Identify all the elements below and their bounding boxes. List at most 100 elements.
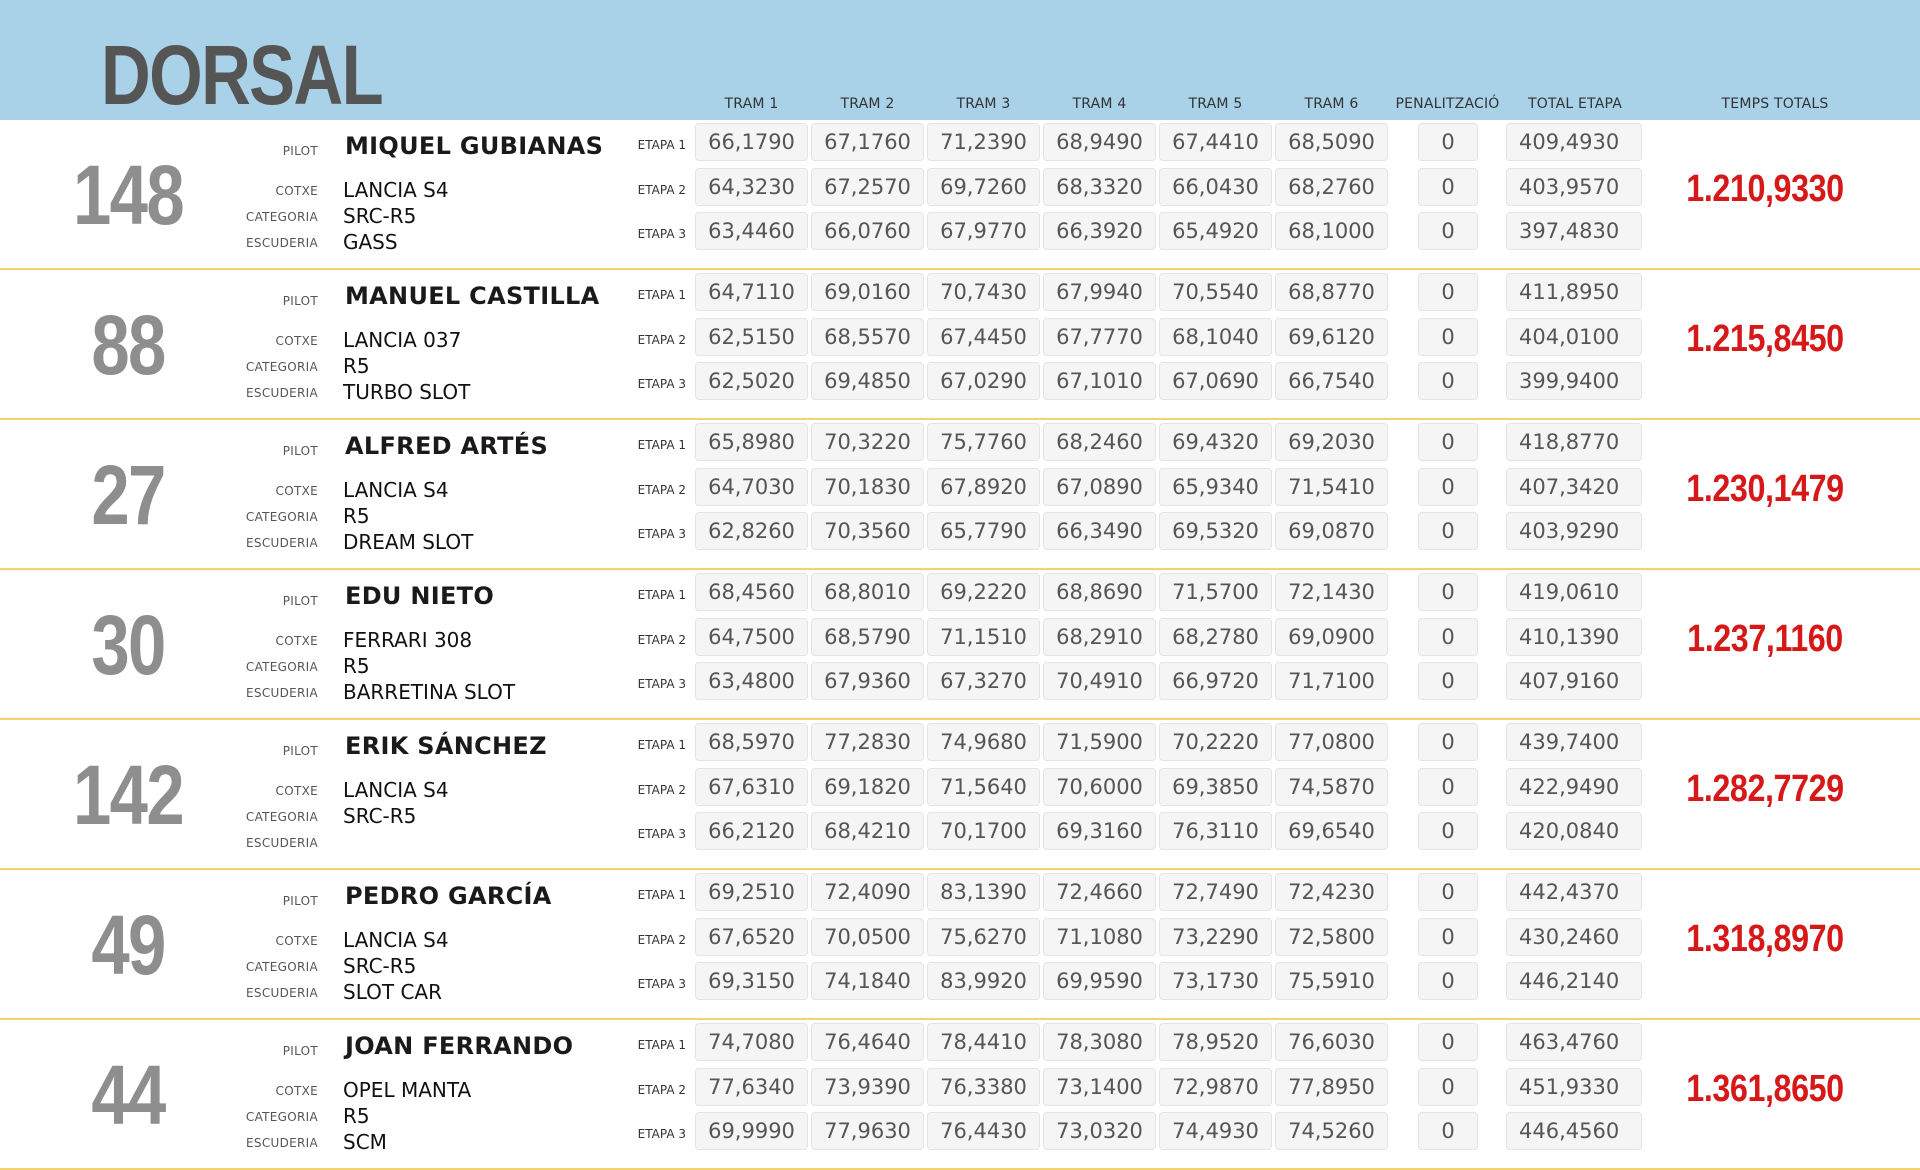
tram-time-cell: 74,5260 (1275, 1112, 1388, 1150)
tram-time-cell: 71,5700 (1159, 573, 1272, 611)
tram-time-cell: 72,1430 (1275, 573, 1388, 611)
label-categoria: CATEGORIA (245, 810, 318, 824)
stage-total-cell: 404,0100 (1506, 318, 1642, 356)
etapa-label: ETAPA 2 (637, 483, 686, 497)
penalty-cell: 0 (1418, 168, 1478, 206)
header-penalitzacio: PENALITZACIÓ (1395, 96, 1500, 112)
tram-time-cell: 68,1040 (1159, 318, 1272, 356)
tram-time-cell: 68,8010 (811, 573, 924, 611)
cotxe-value: FERRARI 308 (343, 628, 473, 652)
total-time: 1.318,8970 (1686, 918, 1844, 960)
label-cotxe: COTXE (275, 1084, 318, 1098)
penalty-cell: 0 (1418, 962, 1478, 1000)
label-categoria: CATEGORIA (245, 660, 318, 674)
categoria-value: SRC-R5 (343, 804, 417, 828)
tram-time-cell: 69,3160 (1043, 812, 1156, 850)
label-escuderia: ESCUDERIA (246, 686, 318, 700)
header-tram-2: TRAM 2 (840, 96, 895, 112)
stage-total-cell: 409,4930 (1506, 123, 1642, 161)
tram-time-cell: 75,7760 (927, 423, 1040, 461)
dorsal-number: 30 (91, 598, 166, 692)
tram-time-cell: 75,5910 (1275, 962, 1388, 1000)
stage-total-cell: 442,4370 (1506, 873, 1642, 911)
stage-total-cell: 411,8950 (1506, 273, 1642, 311)
tram-time-cell: 67,6520 (695, 918, 808, 956)
tram-time-cell: 69,4850 (811, 362, 924, 400)
tram-time-cell: 74,9680 (927, 723, 1040, 761)
tram-time-cell: 73,9390 (811, 1068, 924, 1106)
tram-time-cell: 65,7790 (927, 512, 1040, 550)
penalty-cell: 0 (1418, 618, 1478, 656)
stage-total-cell: 422,9490 (1506, 768, 1642, 806)
tram-time-cell: 74,5870 (1275, 768, 1388, 806)
penalty-cell: 0 (1418, 662, 1478, 700)
stage-total-cell: 418,8770 (1506, 423, 1642, 461)
tram-time-cell: 72,4660 (1043, 873, 1156, 911)
result-row: 49 PILOT PEDRO GARCÍA COTXE LANCIA S4 CATEGOR… (0, 870, 1920, 1020)
dorsal-number: 148 (72, 148, 185, 242)
tram-time-cell: 73,2290 (1159, 918, 1272, 956)
cotxe-value: LANCIA S4 (343, 478, 449, 502)
tram-time-cell: 68,5090 (1275, 123, 1388, 161)
stage-total-cell: 451,9330 (1506, 1068, 1642, 1106)
tram-time-cell: 67,0890 (1043, 468, 1156, 506)
etapa-label: ETAPA 3 (637, 677, 686, 691)
penalty-cell: 0 (1418, 1112, 1478, 1150)
tram-time-cell: 73,1730 (1159, 962, 1272, 1000)
header-tram-1: TRAM 1 (724, 96, 779, 112)
tram-time-cell: 63,4460 (695, 212, 808, 250)
penalty-cell: 0 (1418, 768, 1478, 806)
tram-time-cell: 68,5570 (811, 318, 924, 356)
tram-time-cell: 72,4090 (811, 873, 924, 911)
tram-time-cell: 71,2390 (927, 123, 1040, 161)
label-pilot: PILOT (282, 744, 318, 758)
header-temps-totals: TEMPS TOTALS (1721, 96, 1829, 112)
tram-time-cell: 64,7030 (695, 468, 808, 506)
tram-time-cell: 69,0900 (1275, 618, 1388, 656)
tram-time-cell: 66,0430 (1159, 168, 1272, 206)
stage-total-cell: 403,9570 (1506, 168, 1642, 206)
etapa-label: ETAPA 3 (637, 377, 686, 391)
stage-total-cell: 446,2140 (1506, 962, 1642, 1000)
tram-time-cell: 70,3220 (811, 423, 924, 461)
label-escuderia: ESCUDERIA (246, 986, 318, 1000)
tram-time-cell: 64,3230 (695, 168, 808, 206)
tram-time-cell: 77,8950 (1275, 1068, 1388, 1106)
escuderia-value: DREAM SLOT (343, 530, 474, 554)
etapa-label: ETAPA 1 (637, 1038, 686, 1052)
result-row: 142 PILOT ERIK SÁNCHEZ COTXE LANCIA S4 CATEGO… (0, 720, 1920, 870)
tram-time-cell: 70,2220 (1159, 723, 1272, 761)
label-categoria: CATEGORIA (245, 360, 318, 374)
tram-time-cell: 67,4450 (927, 318, 1040, 356)
tram-time-cell: 76,4640 (811, 1023, 924, 1061)
penalty-cell: 0 (1418, 918, 1478, 956)
dorsal-number: 142 (72, 748, 185, 842)
tram-time-cell: 65,9340 (1159, 468, 1272, 506)
tram-time-cell: 68,3320 (1043, 168, 1156, 206)
tram-time-cell: 67,8920 (927, 468, 1040, 506)
etapa-label: ETAPA 1 (637, 288, 686, 302)
label-escuderia: ESCUDERIA (246, 236, 318, 250)
stage-total-cell: 463,4760 (1506, 1023, 1642, 1061)
tram-time-cell: 76,3110 (1159, 812, 1272, 850)
label-pilot: PILOT (282, 294, 318, 308)
results-table: 148 PILOT MIQUEL GUBIANAS COTXE LANCIA S4 CAT… (0, 120, 1920, 1170)
tram-time-cell: 63,4800 (695, 662, 808, 700)
cotxe-value: LANCIA S4 (343, 928, 449, 952)
stage-total-cell: 420,0840 (1506, 812, 1642, 850)
tram-time-cell: 83,1390 (927, 873, 1040, 911)
stage-total-cell: 419,0610 (1506, 573, 1642, 611)
result-row: 30 PILOT EDU NIETO COTXE FERRARI 308 CATEGORI… (0, 570, 1920, 720)
label-cotxe: COTXE (275, 784, 318, 798)
tram-time-cell: 67,9770 (927, 212, 1040, 250)
etapa-label: ETAPA 1 (637, 138, 686, 152)
tram-time-cell: 70,7430 (927, 273, 1040, 311)
tram-time-cell: 70,6000 (1043, 768, 1156, 806)
etapa-label: ETAPA 3 (637, 827, 686, 841)
stage-total-cell: 430,2460 (1506, 918, 1642, 956)
pilot-name: MANUEL CASTILLA (345, 282, 600, 310)
etapa-label: ETAPA 1 (637, 888, 686, 902)
tram-time-cell: 69,7260 (927, 168, 1040, 206)
tram-time-cell: 75,6270 (927, 918, 1040, 956)
etapa-label: ETAPA 3 (637, 977, 686, 991)
